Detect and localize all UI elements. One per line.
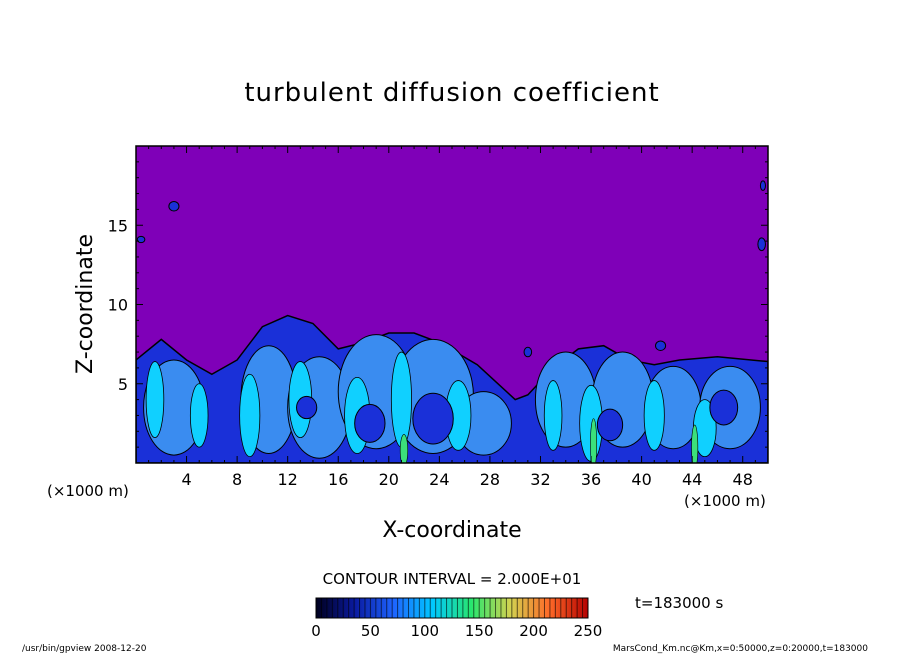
x-tick-label: 40 xyxy=(631,470,651,489)
x-tick-label: 36 xyxy=(581,470,601,489)
x-tick-label: 24 xyxy=(429,470,449,489)
field-feature xyxy=(655,340,667,351)
time-label: t=183000 s xyxy=(635,594,723,612)
field-cell xyxy=(709,389,739,426)
colorbar-tick-label: 0 xyxy=(311,622,321,640)
colorbar-tick-label: 150 xyxy=(465,622,494,640)
x-axis-unit-right: (×1000 m) xyxy=(684,492,766,510)
field-feature xyxy=(168,200,180,212)
field-cell xyxy=(296,395,318,420)
field-cell xyxy=(399,434,409,463)
y-axis-ticks: 5 10 15 xyxy=(108,161,768,448)
x-tick-label: 16 xyxy=(328,470,348,489)
chart-title: turbulent diffusion coefficient xyxy=(244,78,659,108)
colorbar-tick-labels: 0 50 100 150 200 250 xyxy=(311,622,602,640)
field-cell xyxy=(590,418,598,463)
x-tick-label: 28 xyxy=(480,470,500,489)
y-axis-label: Z-coordinate xyxy=(73,234,98,374)
y-tick-label: 5 xyxy=(118,375,128,394)
x-tick-label: 8 xyxy=(232,470,242,489)
field-cell xyxy=(596,408,624,442)
field-cell xyxy=(239,373,261,458)
x-tick-label: 32 xyxy=(530,470,550,489)
x-tick-label: 20 xyxy=(379,470,399,489)
y-tick-label: 10 xyxy=(108,296,128,315)
colorbar-tick-label: 200 xyxy=(519,622,548,640)
field-cell xyxy=(643,380,665,451)
contour-interval: CONTOUR INTERVAL = 2.000E+01 xyxy=(323,570,582,588)
field-cell xyxy=(390,351,412,448)
colorbar-tick-label: 250 xyxy=(574,622,603,640)
field-cell xyxy=(543,380,563,451)
colorbar-tick-label: 50 xyxy=(361,622,380,640)
x-tick-label: 4 xyxy=(181,470,191,489)
field-feature xyxy=(523,346,533,358)
field-cell xyxy=(412,392,454,445)
field-cell xyxy=(145,361,165,439)
x-axis-ticks: 4 8 12 16 20 24 28 32 36 40 44 48 xyxy=(148,146,756,489)
x-axis-label: X-coordinate xyxy=(382,518,521,543)
x-tick-label: 44 xyxy=(682,470,702,489)
field-feature xyxy=(136,235,146,244)
y-tick-label: 15 xyxy=(108,216,128,235)
x-axis-unit-left: (×1000 m) xyxy=(47,482,129,500)
footer-right: MarsCond_Km.nc@Km,x=0:50000,z=0:20000,t=… xyxy=(613,644,868,654)
turbulence-field xyxy=(136,180,768,463)
field-cell xyxy=(189,383,209,448)
colorbar-contour-lines xyxy=(320,598,584,618)
plot-area xyxy=(136,146,768,463)
field-cell xyxy=(691,424,699,463)
x-tick-label: 48 xyxy=(733,470,753,489)
field-feature xyxy=(757,237,766,252)
x-tick-label: 12 xyxy=(278,470,298,489)
field-cell xyxy=(354,403,386,443)
colorbar-tick-label: 100 xyxy=(410,622,439,640)
footer-left: /usr/bin/gpview 2008-12-20 xyxy=(22,644,147,654)
field-feature xyxy=(759,180,766,191)
